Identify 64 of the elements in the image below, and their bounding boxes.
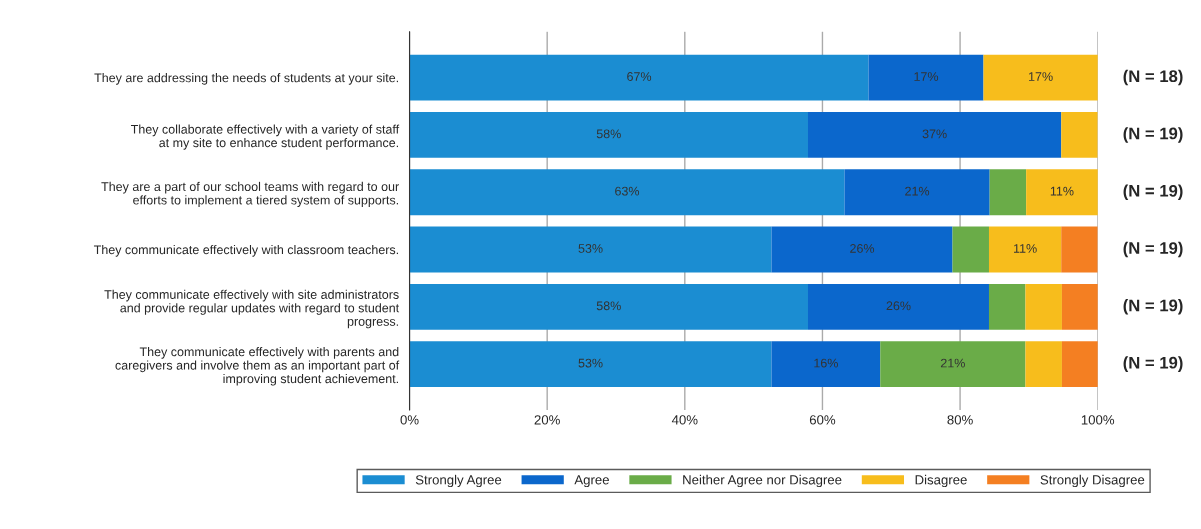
data-label: 11% [1050, 186, 1074, 196]
data-label: 26% [850, 244, 875, 253]
bar [1061, 283, 1098, 330]
data-label: 37% [922, 129, 947, 139]
data-label: 67% [627, 72, 652, 81]
x-tick-label: 100% [1081, 415, 1115, 425]
bar [409, 54, 869, 101]
bar [952, 226, 989, 273]
data-label: 58% [596, 129, 621, 139]
x-tick-label: 40% [671, 415, 698, 425]
y-tick-label: They communicate effectively with classroom teachers. [93, 244, 398, 257]
bar [409, 341, 772, 388]
text: (N = 19) [1123, 184, 1183, 200]
text: (N = 19) [1123, 299, 1183, 315]
text: (N = 19) [1123, 241, 1183, 258]
bar [1025, 341, 1062, 388]
data-label: 21% [940, 358, 965, 368]
data-label: 16% [814, 358, 838, 368]
bar [868, 54, 984, 101]
bar [988, 226, 1062, 273]
data-label: 58% [596, 301, 621, 311]
bar [1061, 111, 1098, 158]
legend-label: Disagree [915, 474, 967, 488]
bar [807, 283, 989, 330]
bar [409, 226, 772, 273]
x-tick-label: 80% [947, 415, 973, 425]
y-tick-label: They communicate effectively with site administrators and provide regular updates with regard to student progress. [104, 289, 400, 329]
data-label: 11% [1014, 244, 1037, 253]
bar [409, 169, 845, 216]
bar [989, 169, 1027, 216]
y-tick-label: They are a part of our school teams with regard to our efforts to implement a tiered system of supports. [101, 181, 399, 207]
y-tick-label: They communicate effectively with parents and caregivers and involve them as an important part of improving student achievement. [115, 347, 400, 386]
bar [771, 341, 881, 388]
bar [807, 111, 1062, 158]
bar [983, 54, 1098, 101]
y-tick-label: They are addressing the needs of students at your site. [94, 73, 399, 85]
x-tick-label: 20% [534, 415, 560, 425]
bar [1025, 283, 1062, 330]
text: (N = 19) [1123, 356, 1183, 372]
bar [880, 341, 1026, 388]
legend-label: Strongly Agree [415, 474, 502, 488]
bar [1061, 226, 1098, 273]
bar [988, 283, 1026, 330]
data-label: 53% [578, 358, 603, 368]
text: (N = 19) [1123, 127, 1183, 143]
y-tick-label: They collaborate effectively with a variety of staff at my site to enhance student performance. [130, 124, 400, 150]
data-label: 17% [1029, 72, 1053, 81]
legend-label: Agree [574, 475, 609, 488]
bar [844, 169, 990, 216]
legend-label: Neither Agree nor Disagree [683, 474, 842, 488]
legend-label: Strongly Disagree [1040, 474, 1145, 488]
text: (N = 18) [1123, 69, 1183, 86]
bar [409, 111, 808, 158]
data-label: 53% [578, 244, 603, 253]
data-label: 63% [615, 186, 640, 196]
bar [409, 283, 808, 330]
bar [1061, 341, 1098, 388]
data-label: 26% [886, 301, 911, 311]
x-tick-label: 60% [809, 415, 836, 425]
x-tick-label: 0% [400, 415, 419, 425]
data-label: 17% [914, 72, 939, 81]
bar [1026, 169, 1098, 216]
data-label: 21% [905, 186, 930, 196]
bar [771, 226, 953, 273]
